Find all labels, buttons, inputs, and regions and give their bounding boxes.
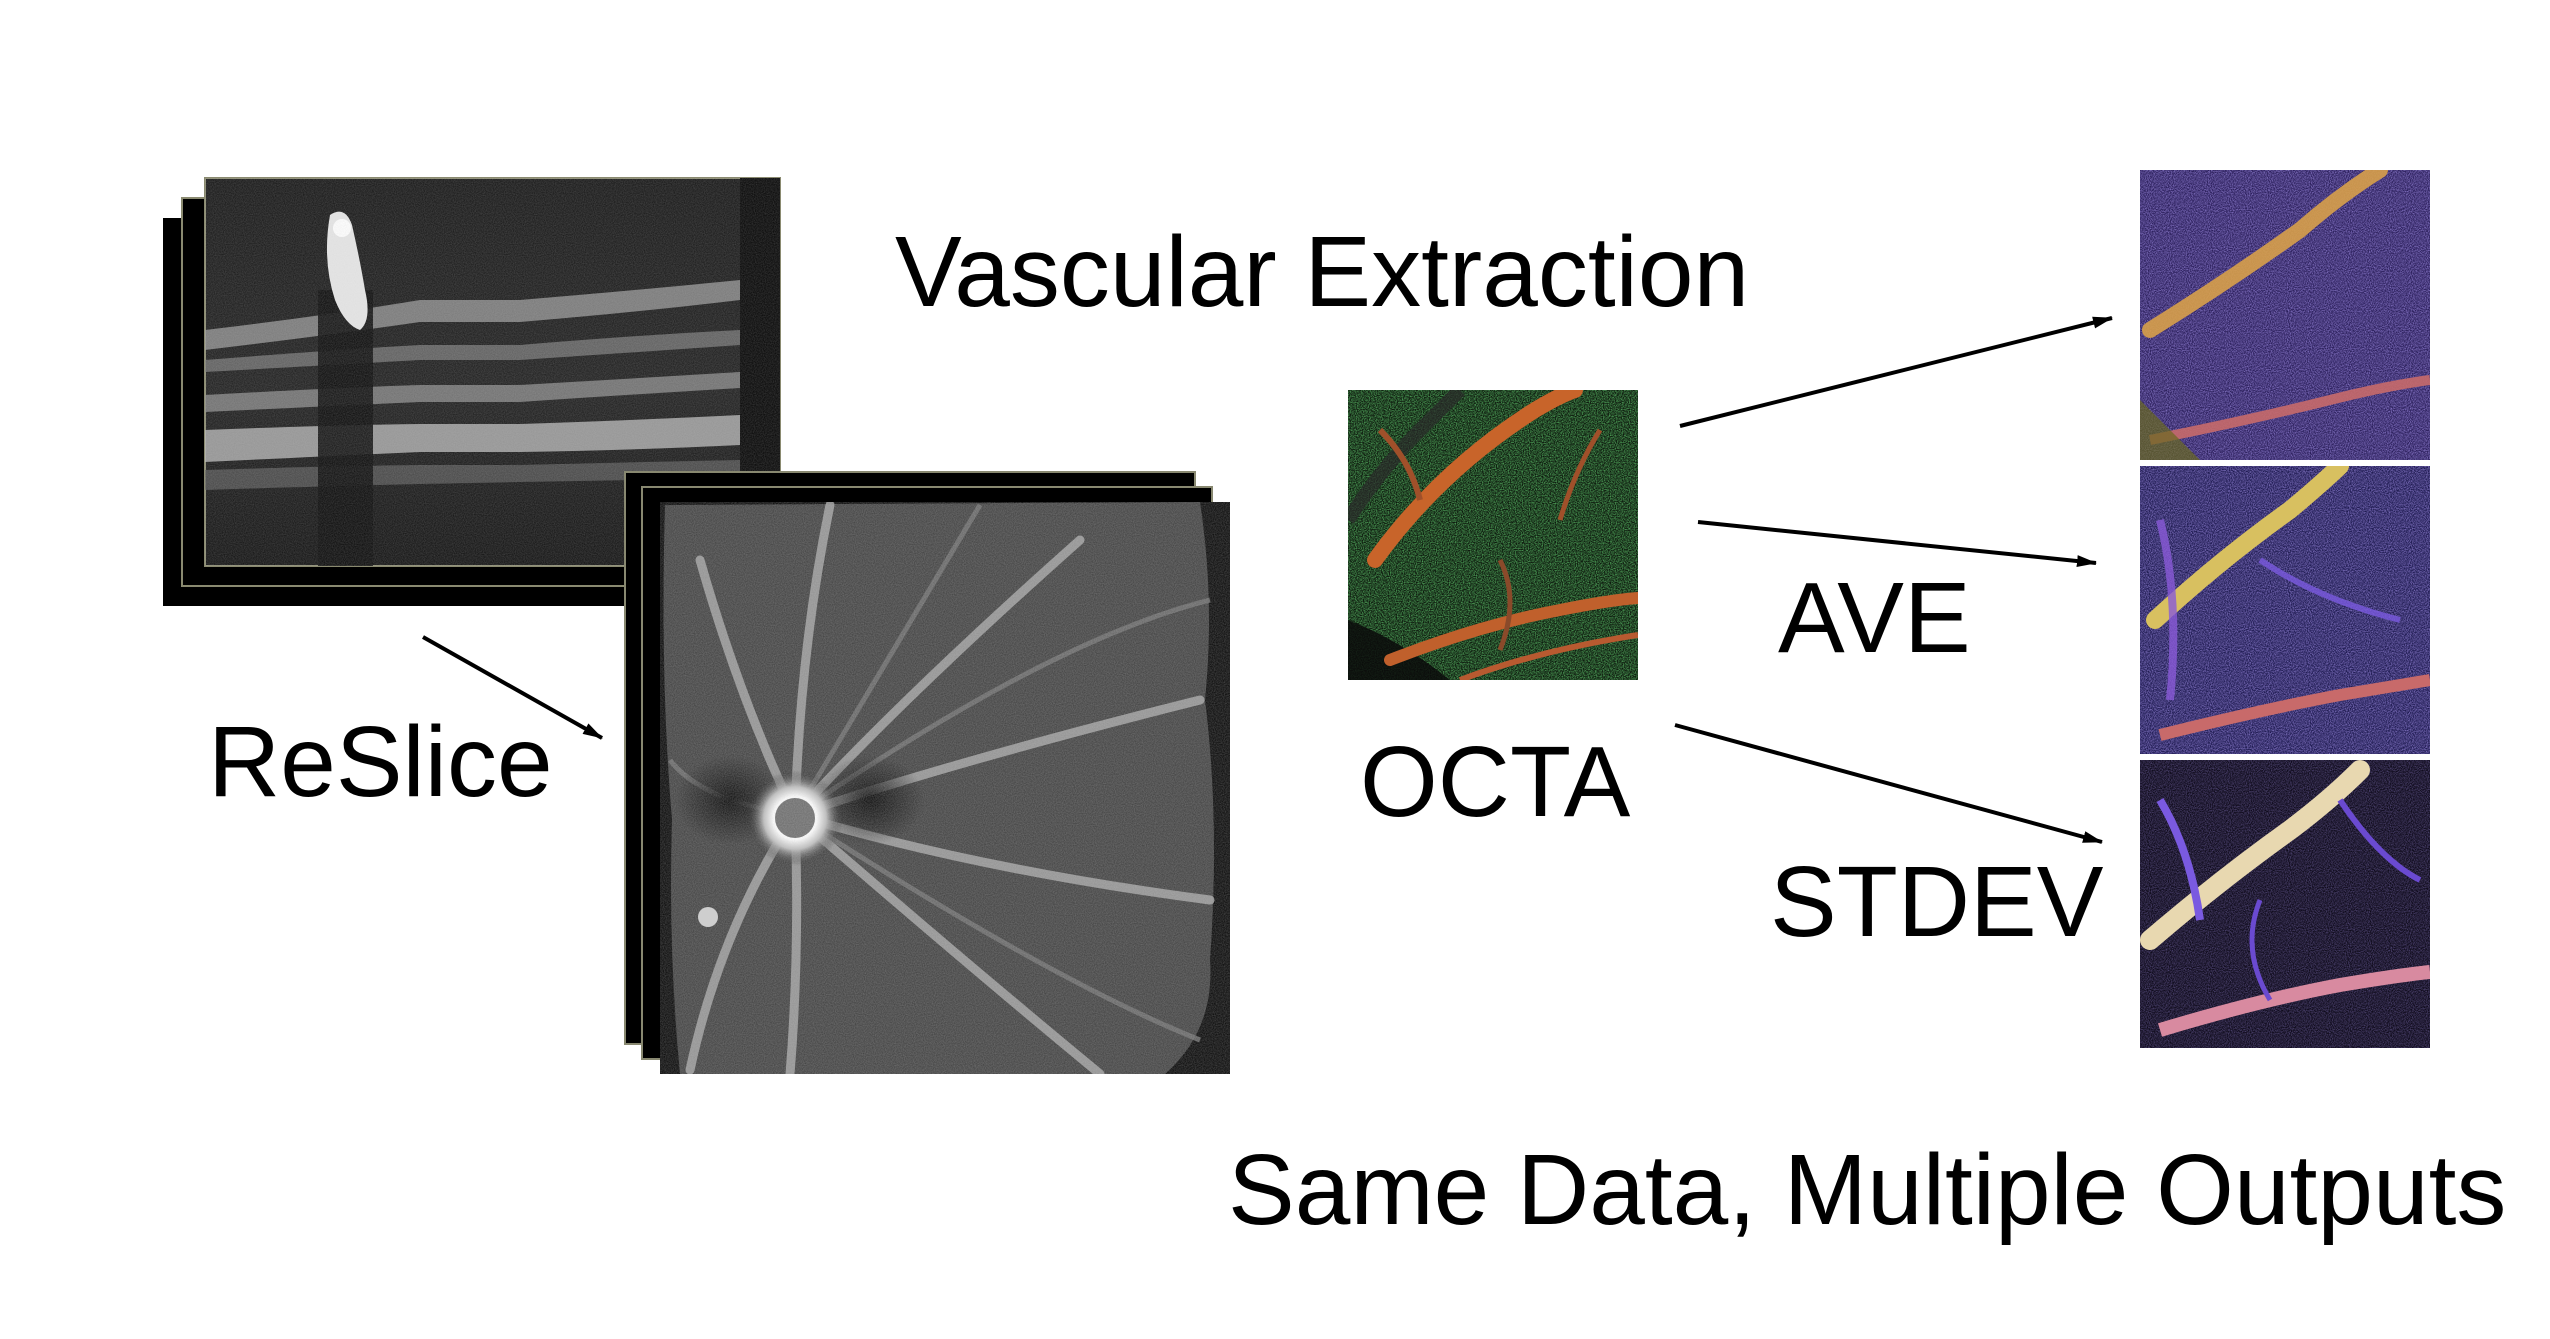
stdev-output-image	[2140, 760, 2430, 1048]
arrow-to-stdev-output	[1674, 723, 2103, 844]
octa-color-image	[1348, 390, 1638, 680]
arrow-to-top-output	[1679, 316, 2113, 428]
ave-label: AVE	[1778, 562, 1971, 674]
vascular-extraction-label: Vascular Extraction	[895, 216, 1750, 328]
arrow-to-ave-output	[1697, 520, 2097, 568]
ave-output-image	[2140, 466, 2430, 754]
reslice-label: ReSlice	[208, 706, 553, 818]
reslice-arrow	[422, 635, 603, 740]
bottom-caption: Same Data, Multiple Outputs	[1228, 1134, 2507, 1246]
octa-label: OCTA	[1360, 726, 1631, 838]
oct-enface-stack	[624, 471, 1230, 1074]
stdev-label: STDEV	[1770, 846, 2104, 958]
vascular-output-image	[2140, 170, 2430, 460]
